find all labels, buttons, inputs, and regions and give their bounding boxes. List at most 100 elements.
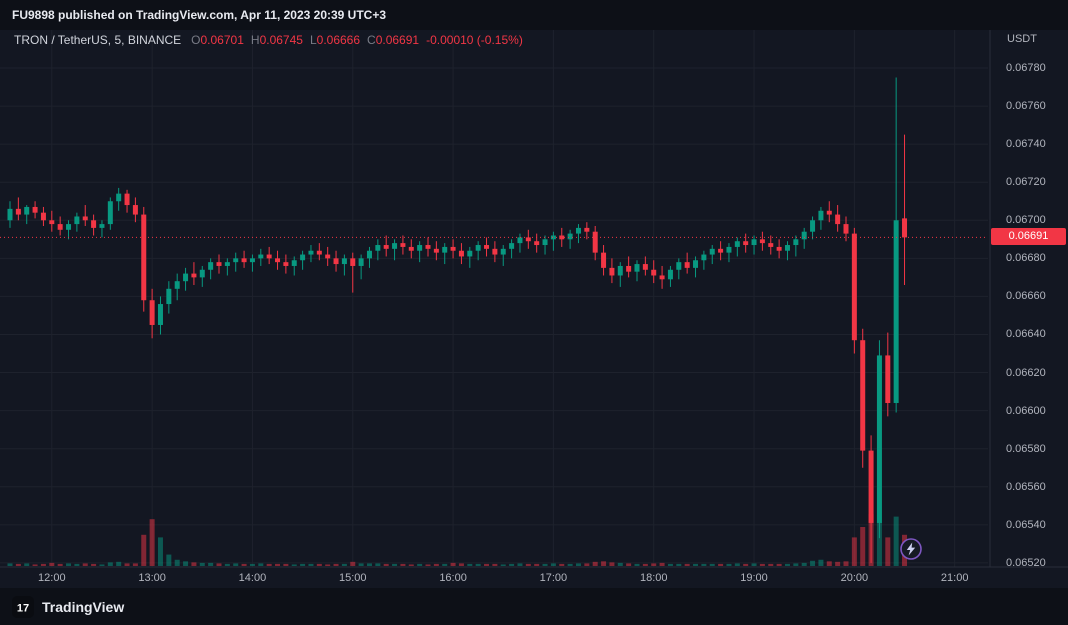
candle-body	[768, 243, 774, 247]
tradingview-logo-icon[interactable]: 17	[12, 595, 34, 618]
candle-body	[776, 246, 782, 251]
volume-bar	[843, 561, 849, 566]
price-tick-label: 0.06600	[1006, 404, 1046, 417]
symbol-title[interactable]: TRON / TetherUS, 5, BINANCE	[14, 33, 182, 47]
candle-body	[868, 450, 874, 523]
candle-body	[684, 262, 690, 268]
ohlc-open-label: O	[191, 33, 201, 47]
candle-body	[132, 205, 138, 215]
volume-bar	[718, 563, 724, 566]
candle-body	[550, 235, 556, 240]
volume-bar	[734, 563, 740, 566]
price-tick-label: 0.06720	[1006, 176, 1046, 189]
ohlc-low-value: 0.06666	[316, 33, 361, 47]
candle-body	[15, 208, 21, 215]
candle-body	[149, 300, 155, 325]
volume-bar	[199, 562, 205, 566]
candle-body	[183, 273, 189, 282]
price-tick-label: 0.06560	[1006, 480, 1046, 493]
volume-bar	[634, 563, 640, 566]
candle-body	[885, 355, 891, 404]
candle-body	[676, 262, 682, 270]
candle-body	[709, 248, 715, 255]
candle-body	[425, 245, 431, 249]
candle-body	[157, 304, 163, 325]
volume-bar	[851, 537, 857, 566]
candle-body	[141, 214, 147, 301]
candle-body	[375, 245, 381, 251]
volume-bar	[275, 563, 281, 566]
volume-bar	[174, 559, 180, 566]
volume-bar	[425, 564, 431, 566]
candle-body	[609, 267, 615, 276]
candle-body	[617, 265, 623, 276]
candle-body	[801, 231, 807, 240]
candle-body	[743, 241, 749, 246]
volume-bar	[651, 563, 657, 566]
volume-bar	[442, 563, 448, 566]
publish-banner-text: FU9898 published on TradingView.com, Apr…	[12, 8, 387, 22]
volume-bar	[709, 563, 715, 566]
lightning-button[interactable]	[899, 537, 923, 561]
volume-bar	[584, 563, 590, 566]
volume-bar	[509, 563, 515, 566]
candle-body	[651, 269, 657, 276]
time-axis[interactable]: 12:00 13:00 14:00 15:00 16:00 17:00 18:00 19:00…	[0, 567, 990, 588]
volume-bar	[316, 563, 322, 566]
price-tick-label: 0.06660	[1006, 290, 1046, 303]
volume-bar	[684, 563, 690, 566]
candlestick-chart[interactable]	[0, 0, 1068, 588]
candle-body	[835, 214, 841, 225]
volume-bar	[659, 562, 665, 566]
candle-body	[417, 245, 423, 251]
volume-bar	[149, 519, 155, 566]
volume-bar	[15, 563, 21, 566]
candle-body	[191, 273, 197, 278]
price-tick-label: 0.06640	[1006, 328, 1046, 341]
candle-body	[383, 245, 389, 249]
volume-bar	[241, 563, 247, 566]
volume-bar	[701, 563, 707, 566]
candle-body	[32, 206, 38, 213]
volume-bar	[341, 563, 347, 566]
volume-bar	[333, 563, 339, 566]
candle-body	[66, 224, 72, 230]
volume-bar	[249, 563, 255, 566]
candle-body	[224, 262, 230, 266]
volume-bar	[308, 563, 314, 566]
candle-body	[408, 246, 414, 251]
candle-body	[509, 243, 515, 249]
candle-body	[350, 258, 356, 266]
volume-bar	[609, 562, 615, 566]
volume-bar	[266, 563, 272, 566]
candle-body	[517, 237, 523, 244]
time-tick-label: 13:00	[138, 572, 166, 584]
ohlc-high: H0.06745	[251, 33, 303, 47]
ohlc-close-label: C	[367, 33, 376, 47]
candle-body	[784, 245, 790, 251]
volume-bar	[208, 562, 214, 566]
candle-body	[99, 224, 105, 228]
price-axis[interactable]: USDT 0.06691 0.06780 0.06760 0.06740 0.0672…	[990, 0, 1068, 588]
volume-bar	[793, 563, 799, 566]
candle-body	[876, 355, 882, 523]
volume-bar	[517, 563, 523, 566]
tradingview-brand[interactable]: TradingView	[42, 598, 125, 615]
volume-bar	[667, 563, 673, 566]
price-tick-label: 0.06540	[1006, 518, 1046, 531]
candle-body	[199, 269, 205, 278]
candle-body	[249, 258, 255, 263]
candle-body	[634, 264, 640, 272]
volume-bar	[366, 563, 372, 566]
ohlc-open-value: 0.06701	[200, 33, 244, 47]
time-tick-label: 17:00	[539, 572, 568, 584]
price-tick-label: 0.06680	[1006, 252, 1046, 265]
candle-body	[174, 281, 180, 289]
candle-body	[902, 218, 908, 238]
candle-body	[91, 220, 97, 228]
volume-bar	[417, 563, 423, 566]
candle-body	[392, 243, 398, 249]
volume-bar	[82, 563, 88, 566]
candle-body	[525, 237, 531, 242]
